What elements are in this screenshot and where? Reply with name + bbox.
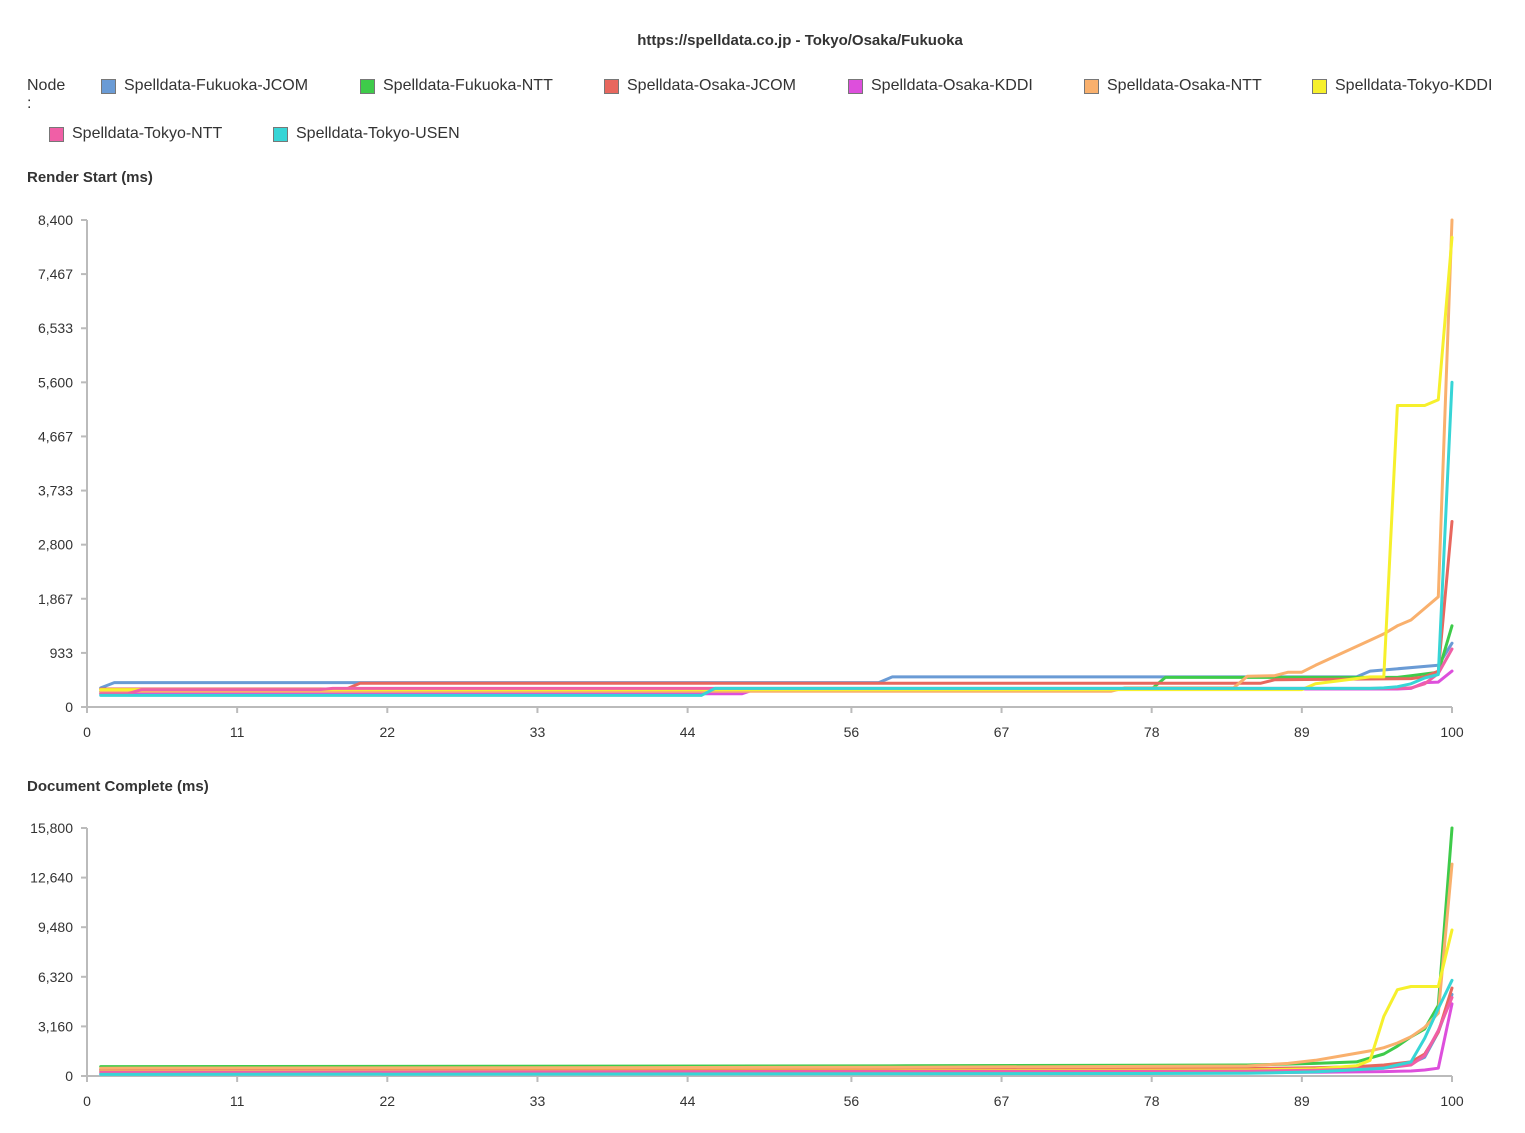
series-line-spelldata-osaka-ntt — [99, 862, 1454, 1070]
x-tick-label: 11 — [230, 1093, 245, 1109]
x-tick-label: 0 — [83, 724, 91, 740]
y-tick-label: 1,867 — [38, 591, 73, 607]
y-tick-label: 2,800 — [38, 537, 73, 553]
legend-item-label: Spelldata-Fukuoka-NTT — [383, 77, 553, 94]
legend-swatch — [848, 79, 863, 94]
series-line-spelldata-tokyo-usen — [99, 978, 1454, 1076]
legend-item-label: Spelldata-Osaka-KDDI — [871, 77, 1033, 94]
y-tick-label: 5,600 — [38, 374, 73, 390]
x-tick-label: 67 — [994, 724, 1010, 740]
legend-swatch — [49, 127, 64, 142]
series-line-spelldata-tokyo-ntt — [99, 996, 1454, 1074]
y-tick-label: 933 — [50, 645, 74, 661]
series-line-spelldata-osaka-kddi — [99, 1002, 1454, 1076]
y-tick-label: 7,467 — [38, 266, 73, 282]
document-complete-chart-title: Document Complete (ms) — [27, 778, 209, 795]
x-tick-label: 67 — [994, 1093, 1010, 1109]
x-tick-label: 44 — [680, 1093, 696, 1109]
legend-swatch — [273, 127, 288, 142]
render-start-chart-title: Render Start (ms) — [27, 169, 153, 186]
y-tick-label: 12,640 — [30, 870, 73, 886]
legend-item-label: Spelldata-Osaka-JCOM — [627, 77, 796, 94]
series-line-spelldata-fukuoka-jcom — [99, 641, 1454, 690]
legend-item-label: Spelldata-Fukuoka-JCOM — [124, 77, 309, 94]
series-line-spelldata-osaka-jcom — [99, 520, 1454, 691]
legend-swatch — [360, 79, 375, 94]
x-tick-label: 78 — [1144, 1093, 1160, 1109]
x-tick-label: 56 — [844, 724, 860, 740]
legend-swatch — [1084, 79, 1099, 94]
series-line-spelldata-fukuoka-jcom — [99, 992, 1454, 1072]
x-tick-label: 11 — [230, 724, 245, 740]
y-tick-label: 15,800 — [30, 820, 73, 836]
legend-item-label: Spelldata-Tokyo-NTT — [72, 125, 223, 142]
legend-swatch — [1312, 79, 1327, 94]
series-line-spelldata-tokyo-kddi — [99, 235, 1454, 692]
series-line-spelldata-fukuoka-ntt — [99, 826, 1454, 1069]
x-tick-label: 33 — [530, 1093, 546, 1109]
y-tick-label: 6,533 — [38, 320, 73, 336]
x-tick-label: 56 — [844, 1093, 860, 1109]
y-tick-label: 3,733 — [38, 483, 73, 499]
page-title: https://spelldata.co.jp - Tokyo/Osaka/Fu… — [637, 32, 963, 49]
legend-item-label: Spelldata-Tokyo-KDDI — [1335, 77, 1493, 94]
y-tick-label: 8,400 — [38, 212, 73, 228]
x-tick-label: 78 — [1144, 724, 1160, 740]
x-tick-label: 89 — [1294, 1093, 1310, 1109]
x-tick-label: 89 — [1294, 724, 1310, 740]
y-tick-label: 6,320 — [38, 969, 73, 985]
series-line-spelldata-tokyo-kddi — [99, 928, 1454, 1074]
x-tick-label: 33 — [530, 724, 546, 740]
y-tick-label: 3,160 — [38, 1018, 73, 1034]
y-tick-label: 0 — [65, 1068, 73, 1084]
x-tick-label: 0 — [83, 1093, 91, 1109]
x-tick-label: 44 — [680, 724, 696, 740]
legend-item-label: Spelldata-Tokyo-USEN — [296, 125, 460, 142]
legend-item-label: Spelldata-Osaka-NTT — [1107, 77, 1262, 94]
legend-swatch — [101, 79, 116, 94]
y-tick-label: 4,667 — [38, 428, 73, 444]
x-tick-label: 100 — [1440, 724, 1464, 740]
series-line-spelldata-tokyo-usen — [99, 380, 1454, 697]
y-tick-label: 9,480 — [38, 919, 73, 935]
legend-label: Node : — [27, 77, 66, 112]
y-tick-label: 0 — [65, 699, 73, 715]
series-line-spelldata-osaka-ntt — [99, 218, 1454, 693]
legend-swatch — [604, 79, 619, 94]
series-line-spelldata-osaka-jcom — [99, 986, 1454, 1071]
render-start-chart: 0 933 1,867 2,800 3,733 4,667 5,600 6,533 7,467 8… — [38, 212, 1464, 740]
x-tick-label: 22 — [380, 1093, 396, 1109]
x-tick-label: 100 — [1440, 1093, 1464, 1109]
document-complete-chart: 0 3,160 6,320 9,480 12,640 15,800 0 11 22 33 44 56 6… — [30, 820, 1464, 1109]
x-tick-label: 22 — [380, 724, 396, 740]
